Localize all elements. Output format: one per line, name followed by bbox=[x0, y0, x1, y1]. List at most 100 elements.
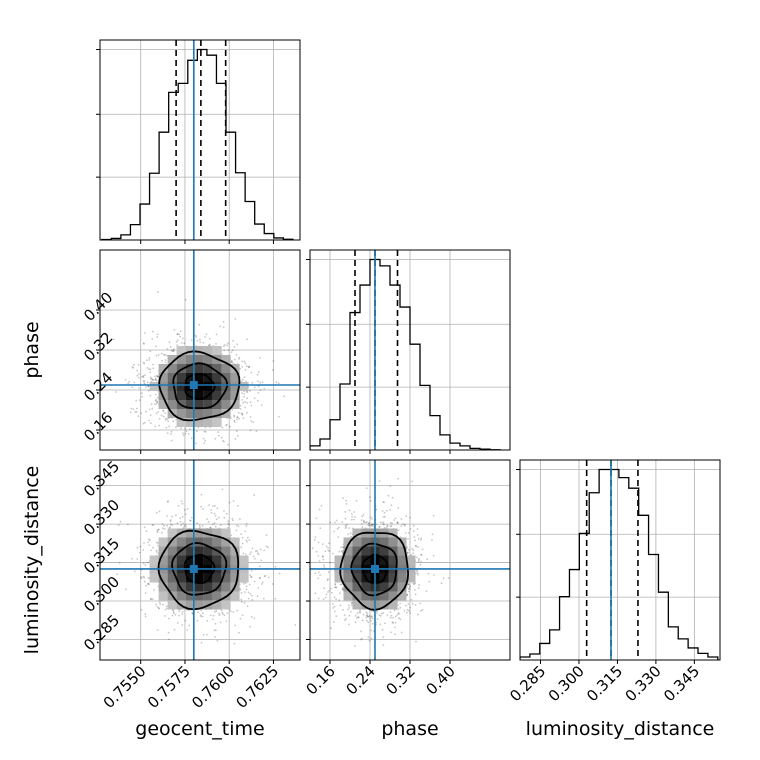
sample-point bbox=[206, 633, 208, 636]
sample-point bbox=[148, 357, 151, 359]
density-cell bbox=[158, 382, 168, 391]
sample-point bbox=[172, 420, 175, 423]
sample-point bbox=[370, 637, 373, 640]
sample-point bbox=[380, 612, 383, 615]
density-cell bbox=[379, 600, 389, 610]
sample-point bbox=[249, 593, 252, 595]
sample-point bbox=[328, 542, 330, 545]
sample-point bbox=[173, 329, 176, 331]
density-cell bbox=[167, 582, 177, 592]
sample-point bbox=[158, 417, 161, 420]
sample-point bbox=[382, 612, 385, 614]
sample-point bbox=[363, 521, 366, 523]
sample-point bbox=[315, 550, 318, 553]
density-cell bbox=[352, 537, 362, 547]
density-cell bbox=[176, 355, 186, 364]
density-cell bbox=[176, 591, 186, 601]
sample-point bbox=[351, 513, 353, 515]
x-tick-label: 0.7550 bbox=[100, 662, 150, 712]
density-cell bbox=[149, 382, 159, 391]
density-cell bbox=[167, 364, 177, 373]
density-cell bbox=[203, 355, 213, 364]
sample-point bbox=[241, 614, 244, 617]
sample-point bbox=[188, 624, 191, 627]
density-cell bbox=[194, 382, 204, 391]
sample-point bbox=[231, 409, 234, 411]
sample-point bbox=[324, 596, 327, 599]
sample-point bbox=[365, 614, 368, 617]
panel-content bbox=[100, 250, 300, 450]
density-cell bbox=[194, 373, 204, 382]
sample-point bbox=[218, 612, 221, 615]
sample-point bbox=[249, 390, 252, 392]
sample-point bbox=[139, 545, 142, 548]
sample-point bbox=[242, 417, 245, 419]
density-cell bbox=[397, 591, 407, 601]
sample-point bbox=[245, 525, 248, 527]
sample-point bbox=[407, 551, 409, 554]
sample-point bbox=[261, 381, 264, 383]
sample-point bbox=[412, 549, 415, 552]
sample-point bbox=[180, 427, 182, 429]
sample-point bbox=[257, 587, 260, 589]
sample-point bbox=[196, 339, 199, 342]
sample-point bbox=[131, 386, 134, 389]
sample-point bbox=[251, 381, 253, 384]
sample-point bbox=[397, 612, 400, 614]
sample-point bbox=[252, 421, 255, 423]
density-cell bbox=[221, 364, 231, 373]
sample-point bbox=[133, 381, 136, 384]
sample-point bbox=[189, 519, 192, 522]
sample-point bbox=[223, 516, 226, 519]
density-cell bbox=[194, 555, 204, 565]
sample-point bbox=[376, 610, 378, 613]
density-cell bbox=[212, 528, 222, 538]
y-tick-label: 0.315 bbox=[80, 534, 123, 577]
sample-point bbox=[265, 545, 268, 548]
sample-point bbox=[259, 389, 262, 391]
sample-point bbox=[213, 522, 216, 524]
sample-point bbox=[336, 527, 339, 530]
sample-point bbox=[348, 527, 350, 529]
sample-point bbox=[223, 614, 226, 617]
density-cell bbox=[185, 346, 195, 355]
sample-point bbox=[248, 366, 250, 369]
x-tick-label: 0.7575 bbox=[144, 662, 194, 712]
sample-point bbox=[342, 497, 345, 499]
sample-point bbox=[140, 412, 143, 415]
sample-point bbox=[151, 407, 154, 410]
y-tick-label: 0.40 bbox=[80, 288, 116, 324]
sample-point bbox=[163, 524, 165, 527]
density-cell bbox=[203, 582, 213, 592]
sample-point bbox=[263, 387, 266, 390]
sample-point bbox=[185, 430, 188, 433]
density-cell bbox=[343, 546, 353, 556]
sample-point bbox=[237, 504, 239, 507]
sample-point bbox=[333, 596, 336, 599]
sample-point bbox=[366, 619, 368, 622]
sample-point bbox=[186, 629, 189, 631]
sample-point bbox=[130, 407, 133, 410]
sample-point bbox=[188, 428, 191, 430]
sample-point bbox=[170, 349, 173, 352]
sample-point bbox=[361, 637, 363, 640]
sample-point bbox=[149, 350, 152, 353]
sample-point bbox=[333, 530, 336, 533]
sample-point bbox=[420, 560, 423, 563]
sample-point bbox=[136, 369, 139, 372]
sample-point bbox=[360, 630, 362, 633]
density-cell bbox=[158, 400, 168, 409]
sample-point bbox=[161, 359, 164, 362]
sample-point bbox=[409, 585, 412, 588]
sample-point bbox=[237, 525, 240, 528]
histogram-luminosity_distance bbox=[520, 468, 719, 660]
sample-point bbox=[150, 377, 153, 380]
x-axis-label-geocent_time: geocent_time bbox=[135, 718, 264, 740]
sample-point bbox=[231, 360, 233, 363]
sample-point bbox=[257, 392, 260, 394]
sample-point bbox=[370, 615, 373, 618]
sample-point bbox=[249, 625, 252, 628]
sample-point bbox=[327, 578, 329, 580]
sample-point bbox=[143, 343, 145, 345]
